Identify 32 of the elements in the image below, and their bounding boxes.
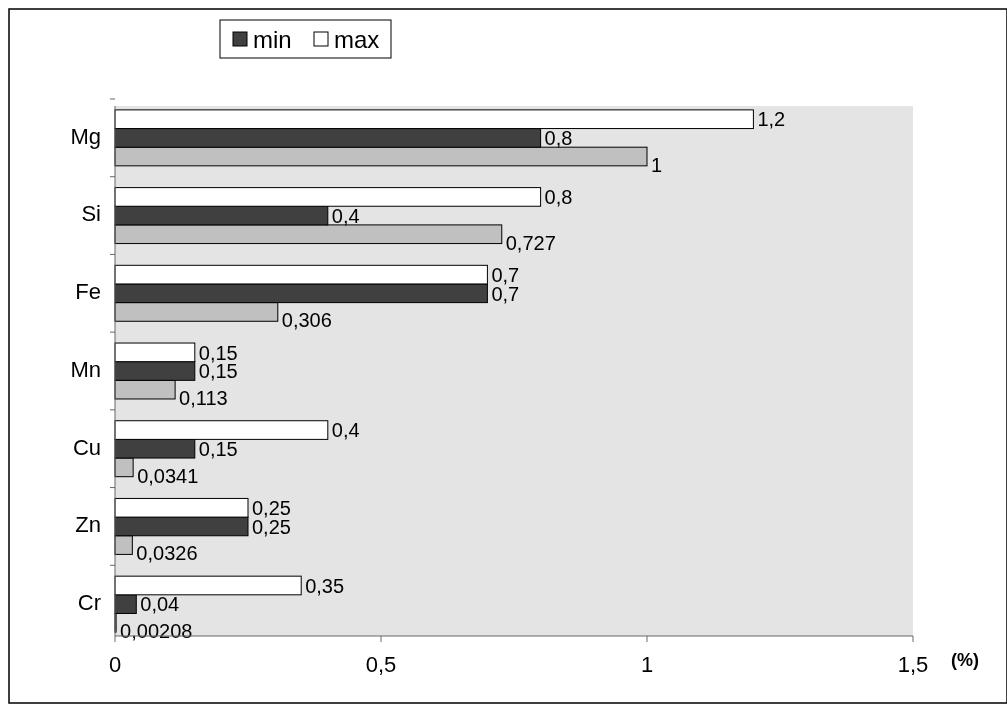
data-label: 0,35 bbox=[305, 574, 345, 597]
y-tick-label: Zn bbox=[75, 512, 101, 538]
data-label: 0,15 bbox=[198, 341, 238, 364]
x-tick-label: 1 bbox=[640, 652, 654, 677]
x-tick-label: 0,5 bbox=[365, 652, 397, 677]
legend-label: max bbox=[334, 26, 380, 53]
legend-label: min bbox=[253, 26, 292, 53]
x-tick-label: 0 bbox=[108, 652, 122, 677]
y-tick-label: Mg bbox=[70, 123, 101, 149]
data-label: 0,727 bbox=[505, 231, 556, 254]
y-tick-label: Mn bbox=[70, 356, 101, 382]
x-tick-label: 1,5 bbox=[897, 652, 929, 677]
y-tick-label: Cu bbox=[72, 434, 101, 460]
data-label: 0,4 bbox=[331, 204, 360, 227]
data-label: 0,4 bbox=[331, 419, 360, 442]
data-label: 0,0341 bbox=[137, 464, 199, 487]
x-axis-title: (%) bbox=[951, 650, 979, 670]
data-label: 0,8 bbox=[544, 186, 573, 209]
y-tick-label: Si bbox=[81, 201, 101, 227]
data-label: 0,306 bbox=[281, 309, 332, 332]
data-label: 0,7 bbox=[491, 263, 520, 286]
y-tick-label: Fe bbox=[75, 279, 101, 305]
data-label: 0,04 bbox=[140, 593, 180, 616]
data-label: 0,00208 bbox=[120, 620, 193, 643]
data-label: 0,8 bbox=[544, 127, 573, 150]
data-label: 0,0326 bbox=[136, 542, 198, 565]
data-label: 1 bbox=[651, 153, 663, 176]
y-tick-label: Cr bbox=[77, 589, 101, 615]
data-label: 0,15 bbox=[198, 437, 238, 460]
data-label: 0,113 bbox=[179, 386, 228, 409]
data-label: 0,25 bbox=[252, 497, 291, 520]
data-label: 1,2 bbox=[757, 108, 786, 131]
